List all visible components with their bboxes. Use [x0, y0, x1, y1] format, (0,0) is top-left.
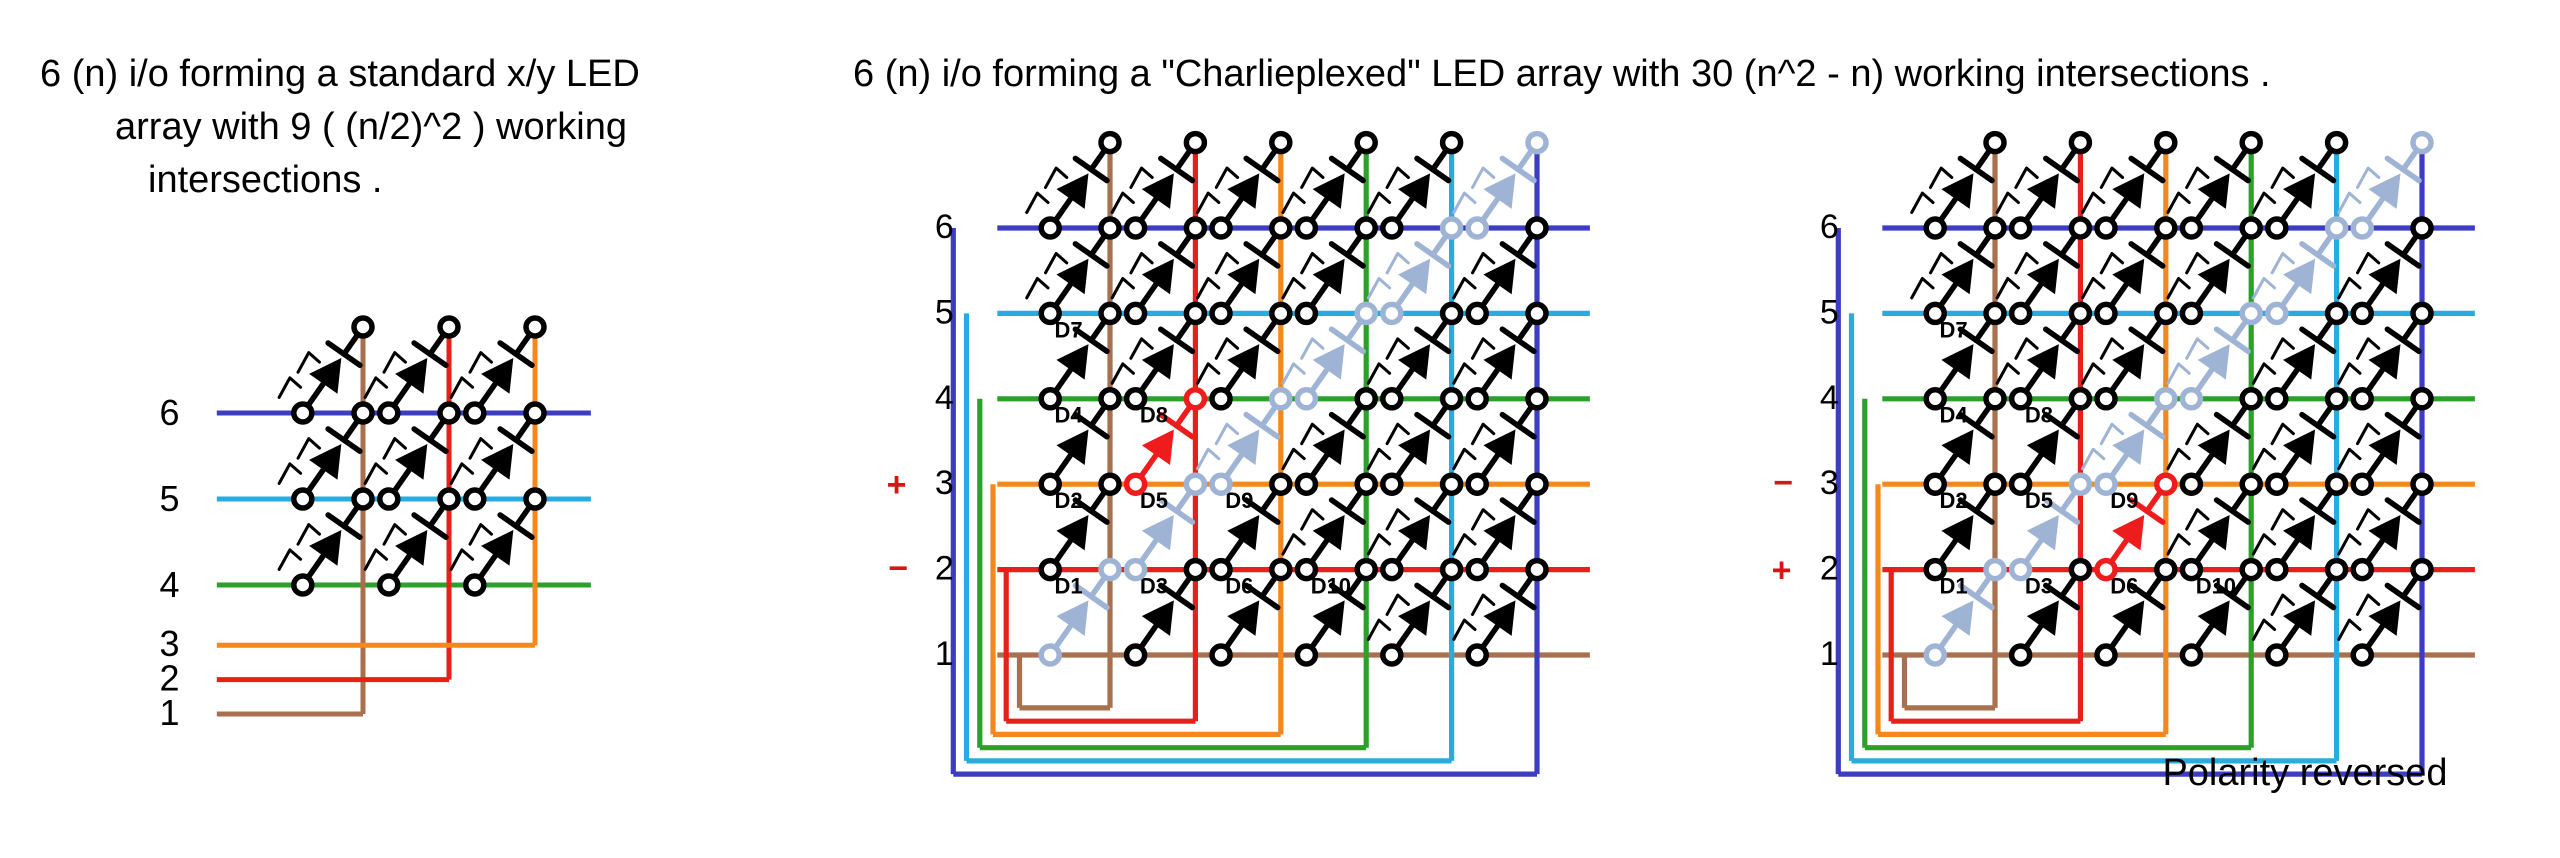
svg-text:array with 9 ( (n/2)^2 ) worki: array with 9 ( (n/2)^2 ) working [115, 106, 627, 148]
svg-text:2: 2 [935, 550, 954, 588]
svg-text:3: 3 [1820, 464, 1839, 502]
svg-text:−: − [888, 550, 908, 588]
svg-text:+: + [887, 466, 907, 504]
svg-text:3: 3 [935, 464, 954, 502]
svg-text:5: 5 [935, 293, 954, 331]
svg-text:6: 6 [935, 208, 954, 246]
svg-text:D10: D10 [2196, 574, 2236, 599]
svg-text:+: + [1772, 552, 1792, 590]
svg-text:1: 1 [935, 635, 954, 673]
svg-text:1: 1 [159, 692, 179, 733]
svg-text:intersections .: intersections . [148, 159, 382, 201]
svg-text:−: − [1773, 464, 1793, 502]
svg-text:5: 5 [159, 478, 179, 519]
svg-text:4: 4 [159, 564, 179, 605]
svg-text:D10: D10 [1311, 574, 1351, 599]
svg-text:6: 6 [1820, 208, 1839, 246]
svg-text:4: 4 [1820, 379, 1839, 417]
svg-text:2: 2 [1820, 550, 1839, 588]
svg-text:1: 1 [1820, 635, 1839, 673]
svg-text:Polarity reversed: Polarity reversed [2162, 752, 2447, 794]
svg-text:5: 5 [1820, 293, 1839, 331]
svg-text:4: 4 [935, 379, 954, 417]
svg-text:6 (n) i/o forming a standard: 6 (n) i/o forming a standard x/y LED [40, 53, 640, 95]
svg-text:6: 6 [159, 392, 179, 433]
svg-text:6 (n) i/o forming a "Charliepl: 6 (n) i/o forming a "Charlieplexed" LED … [853, 53, 2271, 95]
